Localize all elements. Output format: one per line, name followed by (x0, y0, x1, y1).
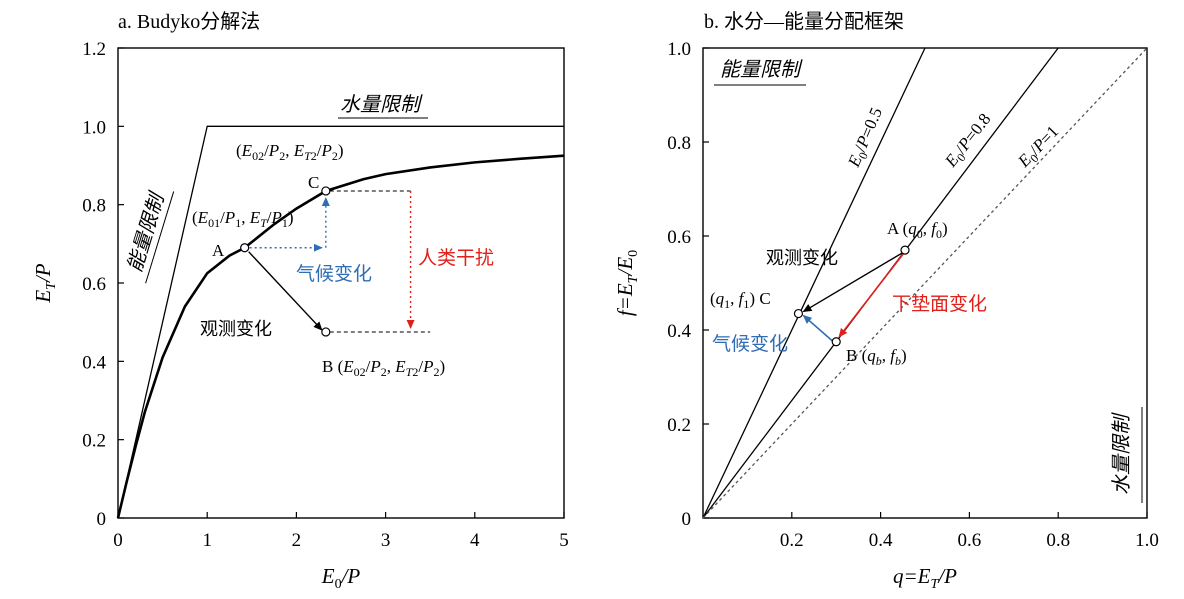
y-tick-label: 0.4 (82, 352, 106, 373)
climate-change-arrow-b (802, 314, 833, 342)
point-c-coord-b: (q1, f1) C (710, 289, 771, 311)
point-c-marker-b (793, 308, 804, 319)
y-tick-label: 1.0 (82, 117, 106, 138)
x-tick-label: 0 (113, 530, 123, 551)
observed-change-arrow-a (248, 251, 323, 331)
y-tick-label: 0.8 (667, 133, 691, 154)
panel-b-series (702, 47, 1148, 519)
x-tick-label: 1 (202, 530, 212, 551)
point-b-coord-a: B (E02/P2, ET2/P2) (322, 357, 445, 379)
point-c-letter-a: C (308, 173, 319, 192)
energy-limit-group-a: 能量限制 (122, 188, 175, 284)
water-limit-group-b: 水量限制 (1109, 407, 1143, 503)
observed-change-arrow-b (802, 252, 903, 313)
x-tick-label: 0.6 (958, 530, 982, 551)
panel-b-title: b. 水分—能量分配框架 (704, 10, 904, 33)
x-axis-label-b: q=ET/P (893, 564, 957, 592)
panel-a: a. Budyko分解法 0 1 2 3 4 5 0 0.2 0.4 0.6 0.8 1.0 1.2 水… (31, 10, 569, 592)
panel-b-ticks: 0.2 0.4 0.6 0.8 1.0 0 0.2 0.4 0.6 0.8 1.0 (667, 39, 1159, 551)
y-tick-label: 0.8 (82, 196, 106, 217)
point-a-letter-a: A (212, 241, 225, 260)
y-tick-label: 0.6 (667, 227, 691, 248)
climate-change-label-b: 气候变化 (712, 333, 788, 355)
point-a-marker-a (240, 243, 250, 253)
panel-a-title: a. Budyko分解法 (118, 10, 260, 33)
x-tick-label: 3 (381, 530, 391, 551)
y-tick-label: 0.4 (667, 321, 691, 342)
y-axis-label-a: ET/P (31, 263, 59, 303)
y-tick-label: 0.2 (82, 431, 106, 452)
observed-change-label-b: 观测变化 (766, 248, 838, 269)
point-b-marker-a (321, 327, 331, 337)
water-limit-label-b: 水量限制 (1109, 412, 1133, 495)
point-a-coord-b: A (q0, f0) (887, 219, 948, 241)
series-label-1: E0/P=1 (1014, 122, 1065, 174)
panel-b: b. 水分—能量分配框架 0.2 0.4 0.6 0.8 1.000.20.40.60.… (613, 10, 1159, 592)
x-tick-label: 4 (470, 530, 480, 551)
point-c-coord-a: (E02/P2, ET2/P2) (236, 141, 344, 163)
y-tick-label: 0 (97, 509, 107, 530)
x-tick-label: 0.2 (780, 530, 804, 551)
energy-limit-label-b: 能量限制 (720, 57, 803, 81)
water-limit-label-a: 水量限制 (340, 92, 423, 116)
ratio-line-2 (702, 47, 1148, 519)
x-tick-label: 2 (292, 530, 302, 551)
panel-a-series (116, 125, 565, 519)
y-axis-label-b: f=ET/E0 (613, 250, 641, 316)
energy-limit-label-a: 能量限制 (122, 188, 169, 274)
y-tick-label: 1.2 (82, 39, 106, 60)
y-tick-label: 0.6 (82, 274, 106, 295)
point-a-coord-a: (E01/P1, ET/P1) (192, 208, 294, 230)
ratio-line-0 (702, 47, 926, 519)
underlying-change-arrow (838, 253, 904, 338)
y-tick-label: 0.2 (667, 415, 691, 436)
x-tick-label: 1.0 (1135, 530, 1159, 551)
panel-a-ticks: 0 1 2 3 4 5 0 0.2 0.4 0.6 0.8 1.0 1.2 (82, 39, 569, 551)
x-axis-label-a: E0/P (321, 564, 361, 592)
budyko-curve (116, 154, 565, 519)
energy-limit-underline-a (145, 191, 175, 284)
point-b-coord-b: B (qb, fb) (846, 346, 907, 368)
human-impact-label-a: 人类干扰 (418, 247, 494, 269)
limit-envelope (117, 125, 564, 519)
point-a-marker-b (900, 245, 910, 255)
x-tick-label: 0.8 (1046, 530, 1070, 551)
climate-change-label-a: 气候变化 (296, 263, 372, 285)
y-tick-label: 1.0 (667, 39, 691, 60)
x-tick-label: 5 (559, 530, 569, 551)
observed-change-label-a: 观测变化 (200, 319, 272, 340)
point-b-marker-b (831, 337, 841, 347)
underlying-change-label-b: 下垫面变化 (892, 293, 987, 315)
y-tick-label: 0 (682, 509, 692, 530)
x-tick-label: 0.4 (869, 530, 893, 551)
point-c-marker-a (321, 186, 331, 196)
